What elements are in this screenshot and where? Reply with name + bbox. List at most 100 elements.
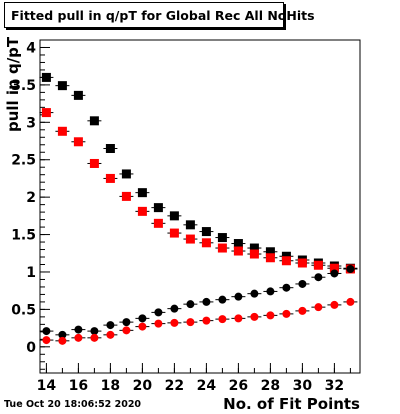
data-point-circle xyxy=(122,326,131,335)
data-point-circle xyxy=(154,308,163,317)
y-tick-label: 2 xyxy=(26,190,36,206)
data-point-square xyxy=(265,247,275,257)
data-point-circle xyxy=(74,325,83,334)
data-point-square xyxy=(233,246,243,256)
y-tick-label: 1.5 xyxy=(11,228,36,244)
data-point-square xyxy=(201,238,211,248)
data-point-circle xyxy=(106,330,115,339)
data-point-circle xyxy=(330,269,339,278)
data-point-square xyxy=(281,256,291,266)
data-point-square xyxy=(137,206,147,216)
data-point-square xyxy=(297,258,307,268)
y-tick-label: 3 xyxy=(26,115,36,131)
x-axis-label: No. of Fit Points xyxy=(223,395,360,413)
data-point-square xyxy=(89,116,99,126)
data-point-circle xyxy=(234,292,243,301)
chart-title: Fitted pull in q/pT for Global Rec All N… xyxy=(11,8,315,23)
y-tick-label: 2.5 xyxy=(11,153,36,169)
data-point-square xyxy=(57,81,67,91)
data-point-circle xyxy=(314,303,323,312)
data-point-square xyxy=(169,228,179,238)
data-point-circle xyxy=(138,322,147,331)
data-point-circle xyxy=(74,333,83,342)
data-point-square xyxy=(249,249,259,259)
x-tick-label: 16 xyxy=(69,378,88,394)
plot-frame xyxy=(39,39,361,374)
data-point-square xyxy=(121,169,131,179)
data-point-circle xyxy=(90,327,99,336)
data-point-square xyxy=(41,108,51,118)
data-point-circle xyxy=(154,319,163,328)
data-point-square xyxy=(201,227,211,237)
data-point-square xyxy=(169,211,179,221)
data-point-circle xyxy=(266,287,275,296)
y-axis-label: pull in q/pT xyxy=(4,36,22,132)
data-point-circle xyxy=(170,304,179,313)
x-tick-label: 20 xyxy=(133,378,153,394)
data-point-circle xyxy=(346,264,355,273)
y-tick-label: 4 xyxy=(26,40,36,56)
data-point-square xyxy=(217,233,227,243)
data-point-circle xyxy=(298,279,307,288)
data-point-square xyxy=(153,218,163,228)
data-point-circle xyxy=(90,333,99,342)
data-point-square xyxy=(57,126,67,136)
data-point-square xyxy=(89,158,99,168)
data-point-circle xyxy=(186,318,195,327)
y-tick-label: 0 xyxy=(26,340,36,356)
data-point-circle xyxy=(298,306,307,315)
y-tick-label: 3.5 xyxy=(11,78,36,94)
data-point-square xyxy=(137,188,147,198)
data-point-square xyxy=(233,239,243,249)
data-point-circle xyxy=(106,321,115,330)
data-point-square xyxy=(105,173,115,183)
x-tick-label: 30 xyxy=(293,378,313,394)
data-point-circle xyxy=(346,297,355,306)
data-point-circle xyxy=(202,297,211,306)
x-tick-label: 18 xyxy=(101,378,120,394)
data-point-circle xyxy=(58,330,67,339)
data-point-square xyxy=(217,243,227,253)
data-point-circle xyxy=(250,312,259,321)
data-point-square xyxy=(73,90,83,100)
x-tick-label: 14 xyxy=(37,378,57,394)
data-point-circle xyxy=(202,316,211,325)
y-tick-label: 0.5 xyxy=(11,302,36,318)
data-point-circle xyxy=(314,273,323,282)
data-point-circle xyxy=(138,314,147,323)
x-tick-label: 32 xyxy=(325,378,344,394)
timestamp: Tue Oct 20 18:06:52 2020 xyxy=(4,399,142,410)
data-point-square xyxy=(329,263,339,273)
data-point-circle xyxy=(170,318,179,327)
data-point-square xyxy=(313,260,323,270)
data-point-circle xyxy=(42,327,51,336)
data-point-circle xyxy=(250,289,259,298)
data-point-square xyxy=(265,253,275,263)
data-point-circle xyxy=(218,315,227,324)
data-point-square xyxy=(185,220,195,230)
data-point-square xyxy=(41,72,51,82)
data-point-square xyxy=(73,137,83,147)
data-point-square xyxy=(153,203,163,213)
data-point-circle xyxy=(218,295,227,304)
x-tick-label: 28 xyxy=(261,378,280,394)
data-point-square xyxy=(249,243,259,253)
data-point-circle xyxy=(234,314,243,323)
chart-title-box: Fitted pull in q/pT for Global Rec All N… xyxy=(4,2,315,28)
data-point-circle xyxy=(330,300,339,309)
data-point-circle xyxy=(186,300,195,309)
data-point-circle xyxy=(42,336,51,345)
data-point-circle xyxy=(282,283,291,292)
data-point-circle xyxy=(282,309,291,318)
data-point-circle xyxy=(122,318,131,327)
data-point-circle xyxy=(58,336,67,345)
y-tick-label: 1 xyxy=(26,265,36,281)
x-tick-label: 26 xyxy=(229,378,248,394)
data-point-square xyxy=(185,234,195,244)
data-point-square xyxy=(105,144,115,154)
x-tick-label: 22 xyxy=(165,378,184,394)
x-tick-label: 24 xyxy=(197,378,217,394)
data-point-circle xyxy=(266,311,275,320)
data-point-square xyxy=(121,191,131,201)
